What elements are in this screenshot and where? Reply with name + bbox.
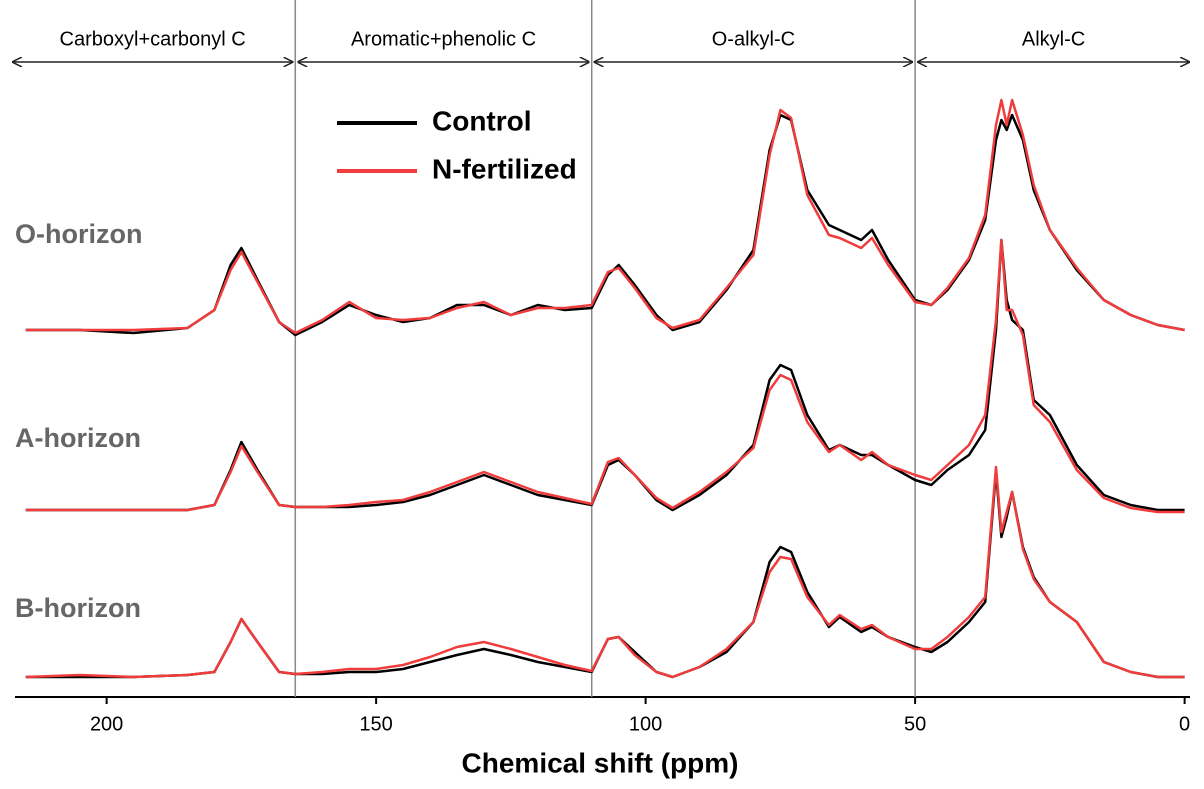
region-label: Alkyl-C (1022, 28, 1085, 50)
x-tick-label: 50 (904, 713, 926, 735)
x-axis-label: Chemical shift (ppm) (462, 747, 739, 778)
x-tick-label: 100 (629, 713, 662, 735)
spectrum-line (25, 113, 1185, 337)
horizon-label: O-horizon (15, 219, 142, 249)
x-tick-label: 150 (359, 713, 392, 735)
legend-label: Control (432, 105, 532, 136)
spectrum-line (25, 238, 1185, 514)
x-tick-label: 200 (90, 713, 123, 735)
region-label: Aromatic+phenolic C (351, 28, 536, 50)
horizon-label: A-horizon (15, 423, 141, 453)
region-label: Carboxyl+carbonyl C (60, 28, 246, 50)
legend-label: N-fertilized (432, 153, 577, 184)
spectrum-line (25, 98, 1185, 335)
spectrum-line (25, 465, 1185, 679)
horizon-label: B-horizon (15, 593, 141, 623)
x-tick-label: 0 (1179, 713, 1190, 735)
region-label: O-alkyl-C (712, 28, 795, 50)
